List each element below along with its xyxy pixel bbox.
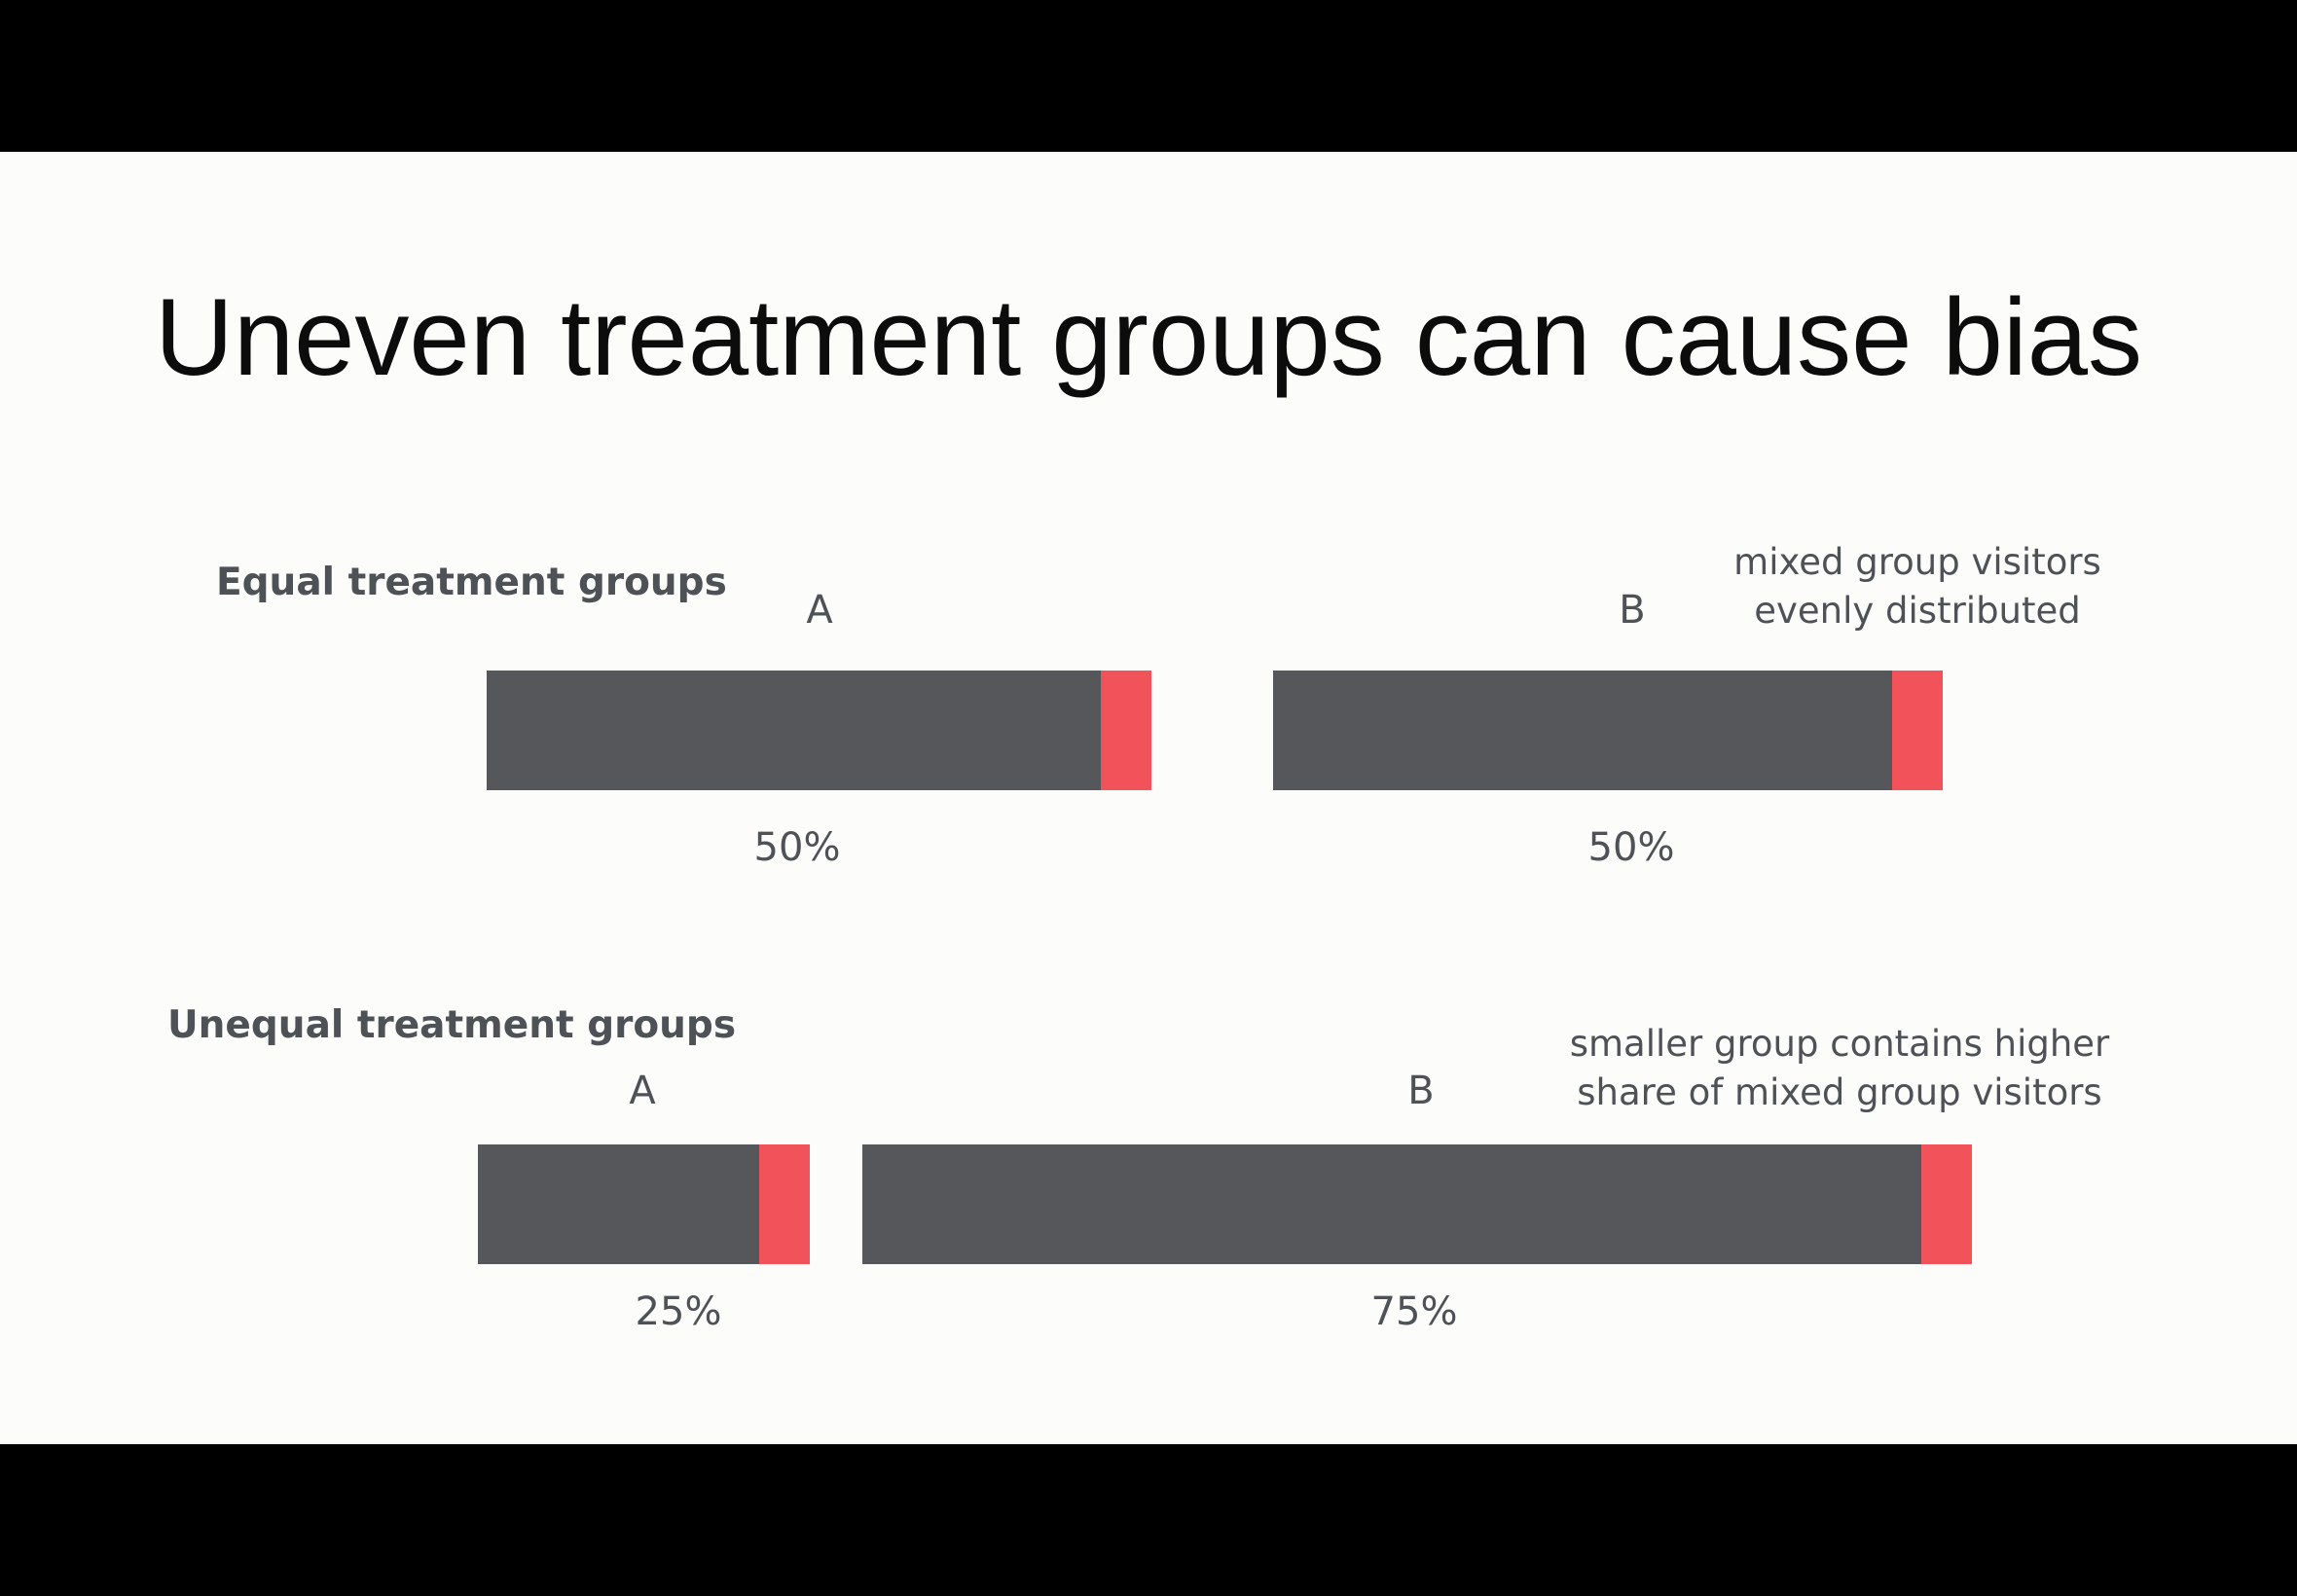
- unequal-group-a-bar: [478, 1144, 810, 1264]
- unequal-group-b-bar: [862, 1144, 1972, 1264]
- equal-group-b-share: 50%: [1587, 825, 1675, 870]
- equal-groups-note: mixed group visitors evenly distributed: [1694, 538, 2141, 635]
- unequal-group-a-label: A: [629, 1069, 656, 1113]
- unequal-group-a-mixed-segment: [759, 1144, 810, 1264]
- equal-group-a-label: A: [806, 588, 833, 633]
- slide-title: Uneven treatment groups can cause bias: [154, 276, 2143, 398]
- unequal-groups-label: Unequal treatment groups: [167, 1003, 737, 1047]
- equal-group-b-label: B: [1619, 588, 1646, 633]
- unequal-note-line-1: smaller group contains higher: [1569, 1023, 2110, 1065]
- equal-group-a-share: 50%: [753, 825, 841, 870]
- unequal-group-b-label: B: [1407, 1069, 1435, 1113]
- equal-groups-label: Equal treatment groups: [216, 561, 727, 604]
- equal-group-b-bar: [1273, 671, 1943, 790]
- unequal-group-b-share: 75%: [1370, 1289, 1458, 1334]
- equal-note-line-2: evenly distributed: [1754, 590, 2081, 632]
- equal-group-a-mixed-segment: [1101, 671, 1151, 790]
- unequal-note-line-2: share of mixed group visitors: [1577, 1071, 2102, 1113]
- equal-group-b-mixed-segment: [1892, 671, 1943, 790]
- equal-note-line-1: mixed group visitors: [1733, 541, 2101, 583]
- unequal-group-b-mixed-segment: [1921, 1144, 1972, 1264]
- slide: Uneven treatment groups can cause bias E…: [0, 152, 2297, 1444]
- unequal-group-a-share: 25%: [635, 1289, 722, 1334]
- unequal-groups-note: smaller group contains higher share of m…: [1538, 1020, 2141, 1117]
- equal-group-a-bar: [487, 671, 1151, 790]
